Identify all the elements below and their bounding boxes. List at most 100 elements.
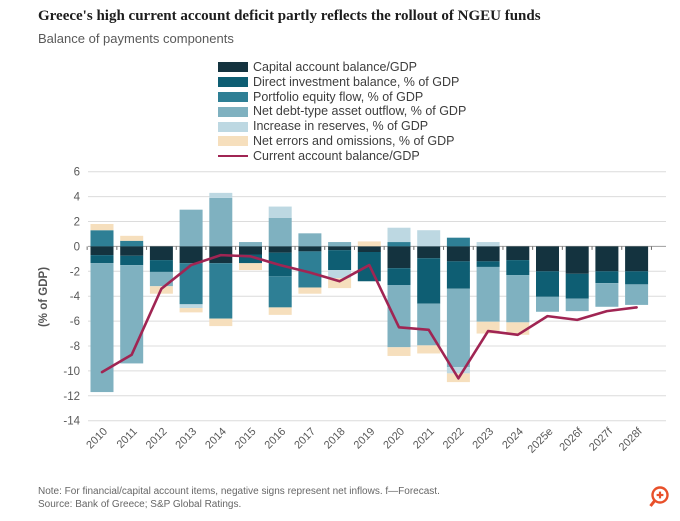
bar-segment-errors [90,223,114,231]
bar-segment-direct [328,250,352,271]
bar-segment-debt [506,275,530,323]
bar-segment-capital [595,246,619,272]
bar-segment-debt [595,283,619,307]
bar-segment-direct [565,273,589,299]
bar-segment-portfolio [209,263,233,319]
y-tick-label: -8 [70,341,80,353]
legend-swatch-portfolio-icon [218,91,248,102]
bar-segment-direct [149,260,173,272]
bar-segment-debt [298,233,322,247]
bar-segment-debt [90,263,114,393]
bar-segment-direct [90,255,114,264]
y-tick-label: -2 [70,266,80,278]
bar-segment-direct [120,255,144,266]
footer-note: Note: For financial/capital account item… [38,486,440,497]
x-tick-label: 2021 [411,426,437,452]
legend-label: Direct investment balance, % of GDP [253,74,460,89]
bar-segment-capital [90,246,114,256]
bar-segment-portfolio [298,251,322,288]
bar-segment-direct [239,254,262,264]
legend-swatch-capital-icon [218,62,248,73]
x-tick-label: 2025e [526,426,556,456]
y-tick-label: -4 [70,291,81,303]
bar-segment-direct [476,261,500,267]
bar-segment-capital [239,246,262,255]
bar-segment-capital [120,246,144,256]
legend-label: Portfolio equity flow, % of GDP [253,89,424,104]
x-tick-label: 2015 [233,426,259,452]
bar-segment-portfolio [120,240,144,247]
x-tick-label: 2026f [557,425,586,454]
bar-segment-errors [120,235,144,241]
x-tick-label: 2010 [84,426,110,452]
x-tick-label: 2012 [144,426,170,452]
bar-segment-capital [536,246,559,272]
y-tick-label: 0 [74,241,80,253]
bar-segment-direct [625,271,649,285]
x-tick-label: 2018 [322,426,348,452]
x-tick-label: 2028f [617,425,646,454]
bar-segment-capital [179,246,203,264]
bar-segment-debt [209,197,233,247]
y-tick-label: 6 [74,167,80,179]
bar-segment-debt [446,288,470,368]
legend-swatch-direct-icon [218,77,248,88]
bar-segment-reserves [446,367,470,374]
legend-item: Direct investment balance, % of GDP [218,75,466,90]
bar-segment-direct [417,258,441,304]
legend-item: Current account balance/GDP [218,149,466,164]
legend-item: Net debt-type asset outflow, % of GDP [218,104,466,119]
bar-segment-reserves [179,304,203,309]
bar-segment-debt [179,209,203,247]
y-tick-label: 4 [74,192,81,204]
bar-segment-errors [417,345,441,354]
bar-segment-reserves [209,192,233,198]
legend-label: Net debt-type asset outflow, % of GDP [253,104,467,119]
y-axis-title: (% of GDP) [38,267,50,327]
bar-segment-capital [387,246,411,269]
bar-segment-direct [536,271,559,297]
legend: Capital account balance/GDP Direct invest… [218,60,466,164]
x-tick-label: 2020 [381,426,407,452]
bar-segment-direct [506,260,530,276]
bar-segment-errors [268,307,292,315]
bar-segment-capital [565,246,589,274]
legend-item: Capital account balance/GDP [218,60,466,75]
bar-segment-reserves [328,270,352,279]
bar-segment-debt [536,296,559,312]
bar-segment-errors [476,321,500,334]
bar-segment-capital [506,246,530,261]
bar-segment-capital [328,246,352,251]
x-tick-label: 2024 [500,426,526,452]
bar-segment-capital [625,246,649,272]
bar-segment-debt [476,266,500,322]
footer: Note: For financial/capital account item… [38,485,440,511]
bar-segment-direct [387,268,411,285]
bar-segment-errors [209,318,233,327]
bar-segment-reserves [417,230,441,247]
legend-item: Net errors and omissions, % of GDP [218,134,466,149]
bar-segment-reserves [268,206,292,218]
y-tick-label: -12 [63,391,80,403]
bar-segment-errors [179,308,203,313]
bar-segment-portfolio [179,263,203,305]
zoom-in-button[interactable] [644,483,674,513]
bar-segment-reserves [476,242,500,247]
bar-segment-debt [239,242,262,247]
bar-segment-errors [357,241,381,247]
bar-segment-capital [446,246,470,262]
bar-segment-debt [625,284,649,305]
x-tick-label: 2014 [203,426,229,452]
bar-segment-capital [268,246,292,253]
current-account-line [100,253,638,380]
chart-title: Greece's high current account deficit pa… [38,8,541,24]
legend-label: Current account balance/GDP [253,148,420,163]
footer-source: Source: Bank of Greece; S&P Global Ratin… [38,499,242,510]
y-tick-label: -6 [70,316,80,328]
bar-segment-errors [239,263,262,271]
x-tick-label: 2016 [263,426,289,452]
y-tick-label: -14 [63,416,80,428]
x-tick-label: 2013 [173,426,199,452]
